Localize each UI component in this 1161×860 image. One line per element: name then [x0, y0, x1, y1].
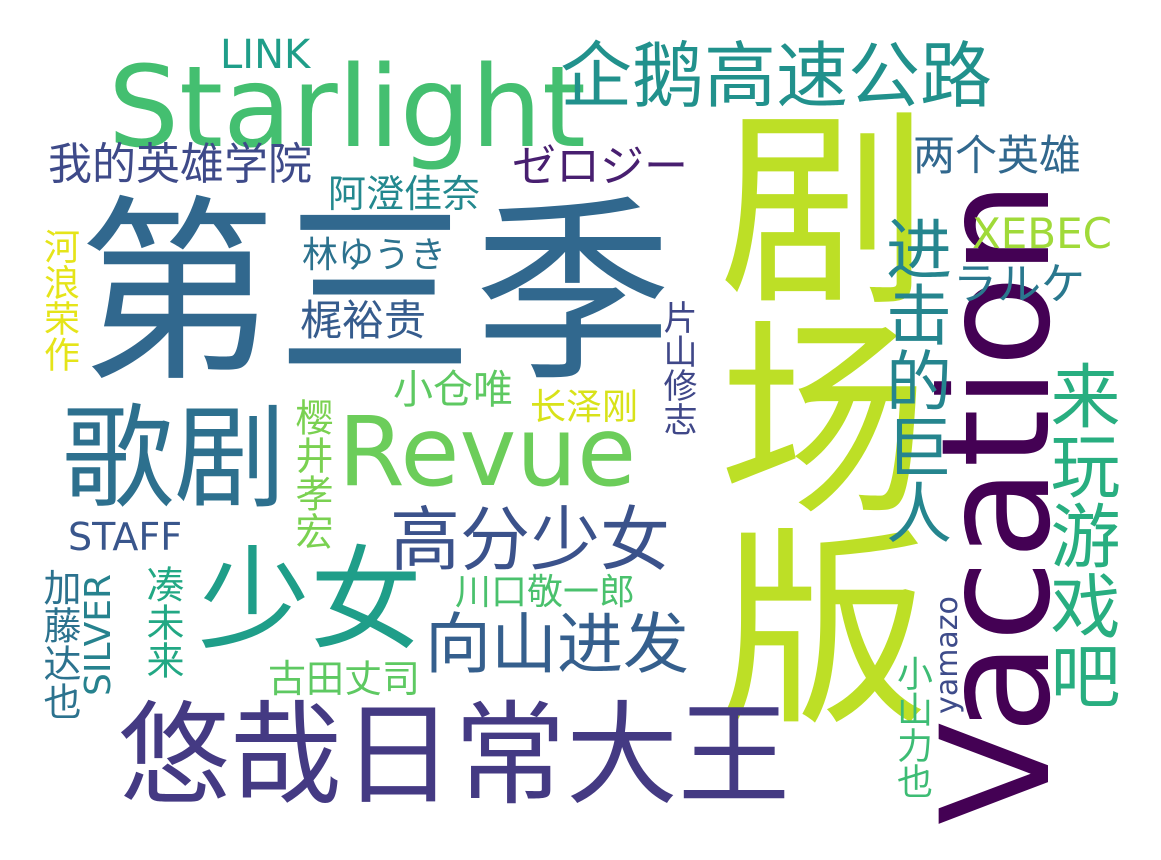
word-yingjingxiaohong: 樱井孝宏 — [289, 398, 333, 550]
word-gaofenshaonv: 高分少女 — [390, 499, 670, 581]
word-youzai: 悠哉日常大王 — [118, 691, 790, 821]
word-gutianzhangsi: 古田丈司 — [268, 657, 421, 701]
word-xiangshan: 向山进发 — [425, 606, 689, 683]
word-liangge: 两个英雄 — [913, 131, 1082, 180]
word-xebec: XEBEC — [972, 209, 1112, 258]
word-couweilai: 凑未来 — [140, 565, 184, 679]
word-chuankou: 川口敬一郎 — [455, 572, 636, 613]
word-yamazo: yamazo — [930, 596, 965, 714]
word-kajiyuki: 梶裕贵 — [300, 296, 427, 345]
word-xiaoshanliye: 小山力也 — [891, 655, 932, 799]
word-disanji: 第三季 — [78, 178, 672, 409]
word-linyuki: 林ゆうき — [302, 235, 447, 276]
word-qie: 企鹅高速公路 — [560, 34, 993, 118]
word-jinji: 进击的巨人 — [875, 215, 952, 545]
word-xiaocangwei: 小仓唯 — [393, 367, 513, 413]
word-revue: Revue — [338, 396, 637, 508]
word-starlight: Starlight — [108, 43, 586, 173]
word-changzegang: 长泽刚 — [530, 387, 639, 428]
word-shaonv: 少女 — [198, 536, 422, 666]
word-jiatengdaye: 加藤达也 — [37, 568, 81, 720]
word-link: LINK — [220, 32, 311, 78]
word-pianshanxiuzhi: 片山修志 — [657, 300, 697, 436]
word-wodeyingxiong: 我的英雄学院 — [48, 139, 312, 190]
word-zerog: ゼロジー — [512, 141, 688, 192]
word-staff: STAFF — [68, 515, 183, 559]
word-laruke: ラルケ — [953, 259, 1085, 310]
word-juchangban: 剧场版 — [683, 100, 928, 730]
word-laiwan: 来玩游戏吧 — [1039, 360, 1121, 710]
word-gejü: 歌剧 — [62, 394, 286, 524]
word-silver: SILVER — [78, 574, 119, 696]
word-helangrongzuo: 河浪荣作 — [38, 228, 79, 372]
word-achengjianai: 阿澄佳奈 — [328, 172, 481, 216]
